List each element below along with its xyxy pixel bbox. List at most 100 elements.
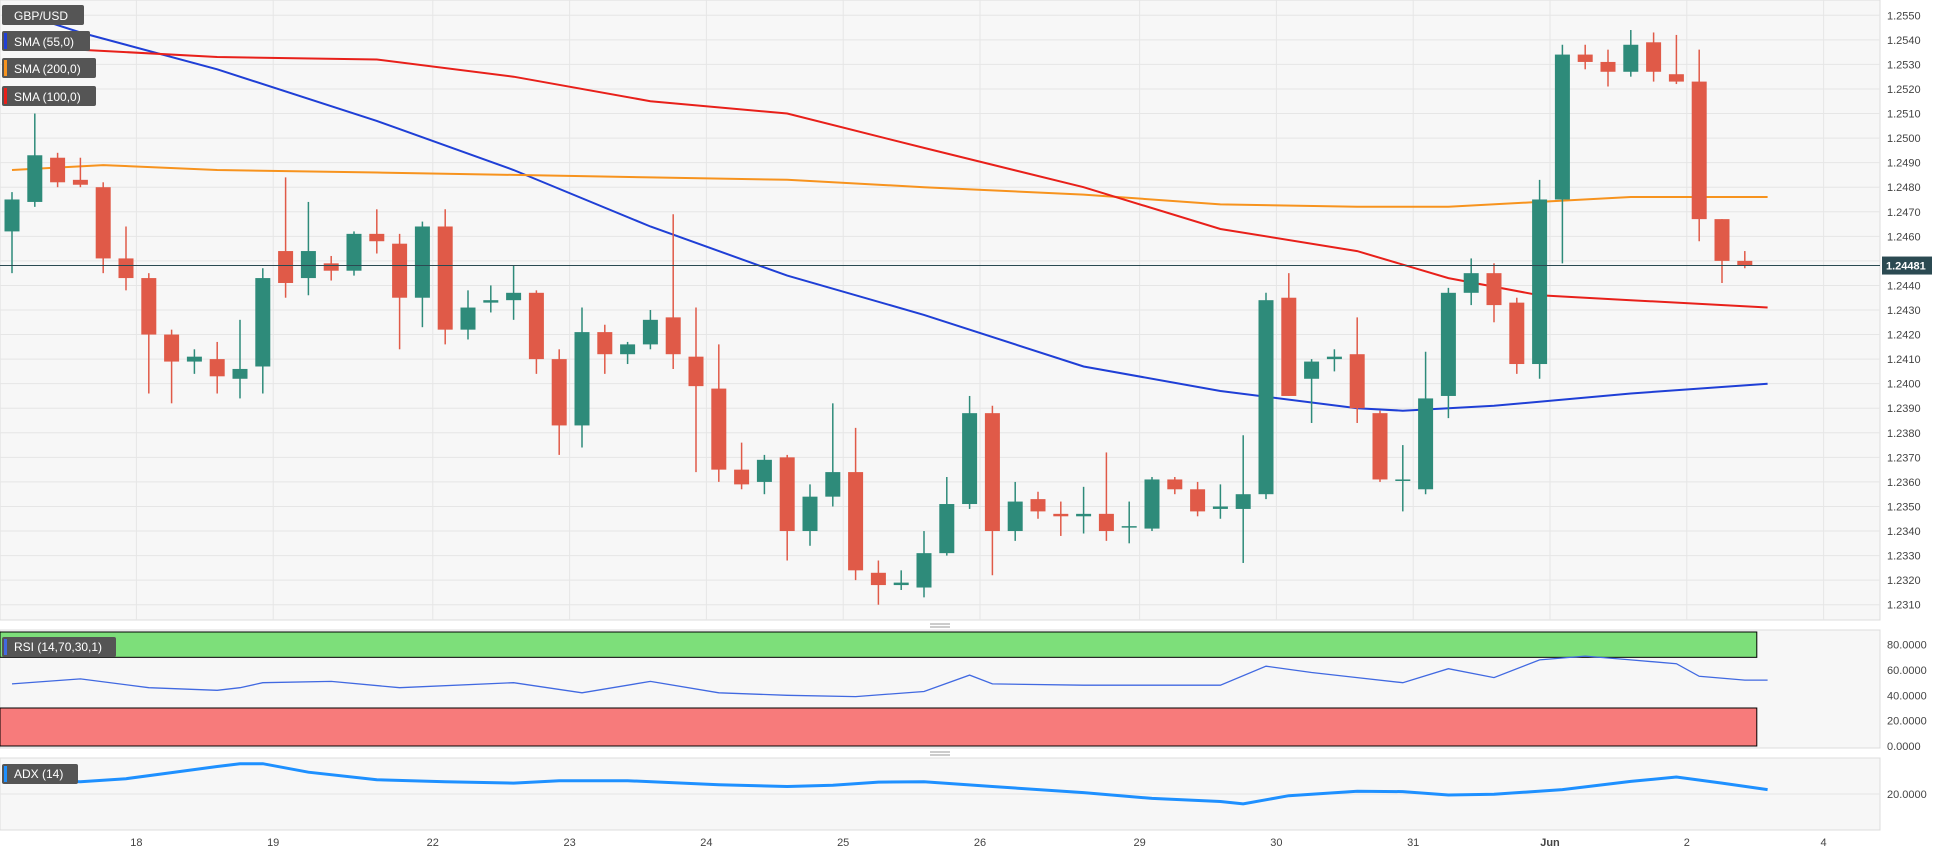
candle-body-bullish [232, 368, 248, 379]
candlestick [1235, 435, 1251, 563]
candle-body-bullish [962, 413, 978, 505]
candlestick [1076, 486, 1092, 534]
legend-rsi-label: RSI (14,70,30,1) [14, 640, 102, 654]
candlestick [118, 226, 134, 291]
price-tick-label: 1.2540 [1887, 35, 1921, 47]
adx-y-axis: 20.0000 [1887, 789, 1927, 801]
candle-body-bearish [1098, 513, 1114, 532]
candlesticks [4, 30, 1753, 605]
candlestick [665, 214, 681, 369]
candle-body-bullish [642, 319, 658, 345]
rsi-tick-label: 20.0000 [1887, 716, 1927, 728]
price-tick-label: 1.2330 [1887, 551, 1921, 563]
candlestick [1532, 179, 1548, 379]
candlestick [1053, 501, 1069, 536]
legend-item-sma55[interactable]: SMA (55,0) [2, 31, 90, 51]
candle-body-bullish [1235, 494, 1251, 509]
current-price-tag [1882, 256, 1932, 275]
candle-body-bullish [1395, 479, 1411, 481]
candle-body-bearish [141, 278, 157, 335]
candle-body-bullish [1258, 300, 1274, 495]
x-tick-label: 26 [974, 837, 986, 849]
rsi-y-axis: 80.0000 60.0000 40.0000 20.0000 0.0000 [1887, 640, 1927, 753]
price-tick-label: 1.2410 [1887, 354, 1921, 366]
candle-body-bullish [1532, 199, 1548, 365]
candle-body-bearish [734, 469, 750, 485]
adx-panel: 20.0000 [0, 757, 1927, 831]
price-tick-label: 1.2490 [1887, 158, 1921, 170]
rsi-zones [0, 631, 1758, 747]
rsi-tick-label: 80.0000 [1887, 640, 1927, 652]
candle-body-bearish [437, 226, 453, 330]
x-tick-label: 19 [267, 837, 279, 849]
x-axis: 18 19 22 23 24 25 26 29 30 31 Jun 2 4 [130, 837, 1826, 849]
candlestick [278, 177, 294, 298]
candlestick [369, 209, 385, 254]
candle-body-bullish [1326, 356, 1342, 360]
candle-body-bearish [779, 457, 795, 532]
price-tick-label: 1.2420 [1887, 330, 1921, 342]
candlestick [642, 310, 658, 350]
candlestick [688, 307, 704, 473]
candle-body-bearish [1691, 81, 1707, 220]
panel-resize-handle-2[interactable] [930, 751, 950, 756]
legend-item-symbol[interactable]: GBP/USD [2, 5, 84, 25]
candle-body-bullish [574, 332, 590, 426]
price-tick-label: 1.2380 [1887, 428, 1921, 440]
candlestick [734, 442, 750, 490]
candlestick [1577, 44, 1593, 70]
candlestick [1349, 317, 1365, 423]
rsi-tick-label: 40.0000 [1887, 690, 1927, 702]
price-tick-label: 1.2310 [1887, 600, 1921, 612]
candlestick [1440, 287, 1456, 419]
panel-resize-handle-1[interactable] [930, 623, 950, 628]
candle-body-bearish [1646, 42, 1662, 72]
adx-line [11, 762, 1768, 806]
candle-body-bullish [1076, 513, 1092, 517]
price-tick-label: 1.2500 [1887, 133, 1921, 145]
candle-body-bearish [1577, 54, 1593, 62]
price-tick-label: 1.2350 [1887, 501, 1921, 513]
x-tick-label: 30 [1270, 837, 1282, 849]
candle-body-bullish [620, 344, 636, 355]
candlestick [1304, 359, 1320, 423]
price-tick-label: 1.2460 [1887, 231, 1921, 243]
candle-body-bullish [4, 199, 20, 232]
candle-body-bearish [870, 572, 886, 586]
candlestick [984, 405, 1000, 576]
x-tick-label: 31 [1407, 837, 1419, 849]
candlestick [232, 319, 248, 399]
legend-item-adx[interactable]: ADX (14) [2, 764, 78, 784]
candle-body-bearish [369, 233, 385, 242]
rsi-tick-label: 0.0000 [1887, 741, 1921, 753]
current-price-line: 1.24481 [0, 256, 1932, 275]
price-y-axis: 1.2550 1.2540 1.2530 1.2520 1.2510 1.2500 1.24… [1887, 10, 1921, 611]
candlestick [962, 395, 978, 509]
legend-item-sma100[interactable]: SMA (100,0) [2, 86, 96, 106]
x-tick-label: Jun [1540, 837, 1560, 849]
candle-body-bearish [848, 472, 864, 571]
legend-item-rsi[interactable]: RSI (14,70,30,1) [2, 637, 116, 657]
candle-body-bullish [186, 356, 202, 362]
candlestick [711, 344, 727, 482]
candlestick [392, 233, 408, 350]
candlestick [1418, 351, 1434, 495]
candle-body-bullish [825, 472, 841, 497]
candle-body-bullish [1304, 361, 1320, 379]
candle-body-bullish [460, 307, 476, 330]
candle-body-bearish [209, 359, 225, 377]
candlestick [574, 307, 590, 448]
candlestick [597, 324, 613, 374]
candlestick [1212, 484, 1228, 519]
candle-body-bearish [1486, 273, 1502, 306]
candle-body-bearish [1372, 413, 1388, 480]
candlestick [1098, 452, 1114, 541]
candlestick [1121, 501, 1137, 544]
legend-item-sma200[interactable]: SMA (200,0) [2, 58, 96, 78]
adx-series-line [11, 762, 1768, 806]
candle-body-bearish [984, 413, 1000, 532]
candlestick [848, 427, 864, 581]
candlestick [506, 265, 522, 320]
candle-body-bullish [916, 553, 932, 588]
candle-body-bearish [164, 334, 180, 362]
